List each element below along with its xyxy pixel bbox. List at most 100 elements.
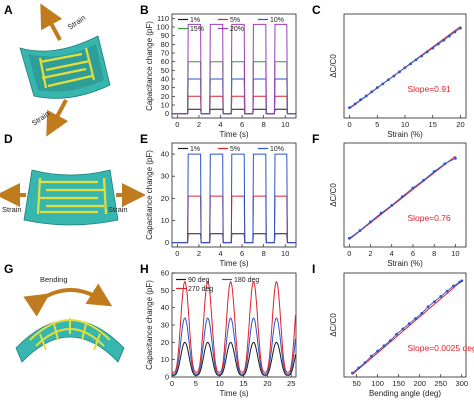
y-tick-label: 30	[161, 321, 169, 330]
data-point	[398, 70, 401, 74]
data-point	[431, 46, 435, 50]
x-tick-label: 5	[194, 379, 198, 388]
data-point	[359, 98, 363, 102]
data-point	[442, 38, 446, 42]
data-point	[357, 366, 361, 370]
x-tick-label: 10	[401, 120, 409, 129]
data-point	[422, 178, 425, 182]
y-tick-label: 40	[161, 150, 169, 159]
x-axis-label: Strain (%)	[387, 259, 423, 268]
x-axis-label: Time (s)	[219, 130, 248, 139]
y-tick-label: 0	[165, 373, 169, 382]
legend-entry: 90 deg	[188, 277, 210, 284]
chart-i: 50 100 150 200 250 300 Bending angle (deg) ΔC/C…	[329, 272, 474, 398]
x-axis-label: Time (s)	[219, 389, 248, 398]
arrow-up-icon	[40, 3, 63, 41]
panel-label-e: E	[140, 132, 148, 146]
data-point	[386, 78, 390, 82]
chart-e: 0 2 4 6 8 10 0 10 20 30 40 Time (s) Capacitance chan…	[145, 142, 297, 268]
chart-f: 0 2 4 6 8 10 Strain (%) ΔC/C0 Slope=0.76	[329, 142, 467, 268]
legend-entry: 5%	[230, 146, 240, 153]
data-point	[459, 26, 462, 30]
electrode-comb-d	[36, 177, 108, 215]
plot-frame	[343, 142, 467, 248]
data-point	[369, 220, 372, 224]
y-axis-label: Capacitance change (pF)	[145, 150, 154, 240]
x-tick-label: 10	[281, 120, 289, 129]
y-tick-label: 20	[161, 338, 169, 347]
x-tick-label: 150	[392, 379, 405, 388]
series-line-90-deg	[171, 341, 296, 376]
y-tick-label: 80	[161, 40, 169, 49]
y-tick-label: 0	[165, 238, 169, 247]
x-tick-label: 20	[263, 379, 271, 388]
series-line-20pct	[172, 23, 296, 115]
y-tick-label: 20	[161, 92, 169, 101]
legend-entry: 180 deg	[234, 277, 259, 284]
slope-annotation: Slope=0.0025 deg-1	[407, 343, 474, 353]
series-line-5pct	[172, 95, 296, 115]
legend-entry: 10%	[270, 17, 284, 24]
x-tick-label: 300	[456, 379, 469, 388]
plot-frame	[343, 13, 467, 119]
x-tick-label: 20	[456, 120, 464, 129]
y-tick-label: 10	[161, 101, 169, 110]
x-tick-label: 6	[411, 249, 415, 258]
series-line-5pct	[172, 195, 296, 244]
panel-label-c: C	[312, 3, 321, 17]
x-axis-label: Strain (%)	[387, 130, 423, 139]
data-point	[426, 305, 430, 309]
data-point	[381, 82, 385, 86]
series-line-180-deg	[171, 317, 296, 375]
panel-label-d: D	[4, 132, 13, 146]
data-point	[414, 58, 418, 62]
data-point	[358, 229, 362, 232]
y-axis-label: Capacitance change (pF)	[145, 21, 154, 111]
x-tick-label: 10	[216, 379, 224, 388]
data-point	[458, 280, 462, 284]
y-tick-label: 100	[156, 23, 169, 32]
data-point	[348, 106, 351, 109]
data-point	[376, 349, 380, 353]
x-tick-label: 8	[262, 249, 266, 258]
plot-frame	[343, 272, 467, 378]
slope-annotation: Slope=0.91	[407, 84, 451, 94]
x-tick-label: 50	[352, 379, 360, 388]
data-point	[363, 361, 367, 365]
illustration-d-device: Strain Strain	[0, 169, 146, 226]
y-tick-label: 30	[161, 172, 169, 181]
series-line-1pct	[172, 233, 296, 244]
x-tick-label: 0	[347, 120, 351, 129]
y-tick-label: 90	[161, 31, 169, 40]
y-tick-label: 60	[161, 269, 169, 278]
legend-entry: 1%	[190, 17, 200, 24]
data-point	[390, 204, 394, 207]
y-tick-label: 50	[161, 286, 169, 295]
data-point	[420, 54, 424, 58]
electrode-comb-a	[38, 47, 96, 89]
plot-frame	[171, 142, 297, 248]
data-point	[425, 50, 429, 54]
bending-label: Bending	[40, 275, 68, 284]
x-tick-label: 15	[239, 379, 247, 388]
bend-arrow-icon	[23, 283, 113, 317]
data-point	[414, 317, 417, 320]
data-point	[443, 162, 447, 166]
data-point	[395, 332, 398, 336]
x-tick-label: 25	[287, 379, 295, 388]
chart-c: 0 5 10 15 20 Strain (%) ΔC/C0 Slope=0.91	[329, 13, 467, 139]
legend-entry: 20%	[230, 26, 244, 33]
panel-label-g: G	[4, 262, 13, 276]
x-tick-label: 10	[281, 249, 289, 258]
data-point	[409, 62, 412, 66]
data-point	[351, 371, 354, 375]
x-tick-label: 4	[390, 249, 394, 258]
data-point	[432, 170, 436, 173]
x-tick-label: 0	[170, 379, 174, 388]
x-axis-label: Bending angle (deg)	[369, 389, 441, 398]
x-tick-label: 100	[371, 379, 384, 388]
fit-line	[352, 280, 463, 375]
y-axis-label: ΔC/C0	[329, 54, 338, 78]
